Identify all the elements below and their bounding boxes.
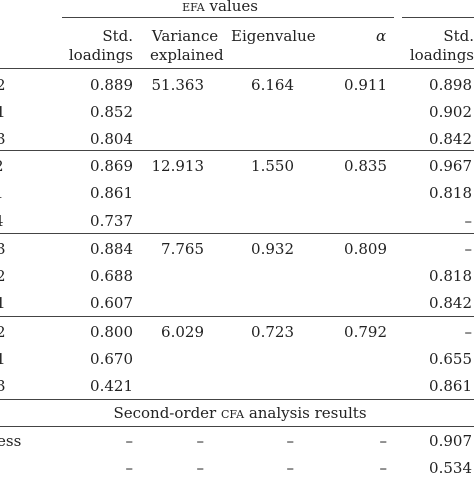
std-loading-cell: 0.884	[90, 240, 133, 258]
std-loading-cell: 0.852	[90, 103, 133, 121]
std-loading-cell: 0.869	[90, 157, 133, 175]
row-label: 2	[0, 157, 4, 175]
cfa-loading-cell: 0.967	[429, 157, 472, 175]
cfa-loading-cell: 0.898	[429, 76, 472, 94]
std-loading-cell: 0.800	[90, 323, 133, 341]
std-loading-cell: –	[125, 432, 134, 450]
alpha-cell: 0.792	[344, 323, 387, 341]
col-var-header-1: Variance	[151, 27, 219, 45]
row-label: 1	[0, 350, 6, 368]
cfa-loading-cell: 0.655	[429, 350, 472, 368]
row-label: 4	[0, 212, 4, 230]
alpha-cell: –	[379, 432, 388, 450]
col-var-header-2: explained	[150, 46, 224, 64]
row-label: 1	[0, 184, 4, 202]
group-separator	[0, 150, 474, 151]
col-alpha-header: α	[376, 27, 387, 45]
row-label: 3	[0, 130, 6, 148]
row-label: 2	[0, 323, 6, 341]
second-order-title-sc: cfa	[221, 404, 245, 422]
std-loading-cell: 0.804	[90, 130, 133, 148]
alpha-cell: 0.911	[344, 76, 387, 94]
efa-group-sc: efa	[182, 0, 205, 15]
cfa-loading-cell: –	[464, 212, 473, 230]
eigenvalue-cell: 0.932	[251, 240, 294, 258]
alpha-cell: 0.809	[344, 240, 387, 258]
row-label: 3	[0, 377, 6, 395]
efa-group-suffix: values	[204, 0, 258, 15]
std-loading-cell: 0.737	[90, 212, 133, 230]
second-order-title-suffix: analysis results	[244, 404, 367, 422]
cfa-loading-cell: –	[464, 323, 473, 341]
cfa-loading-cell: 0.534	[429, 459, 472, 477]
std-loading-cell: 0.688	[90, 267, 133, 285]
cfa-loading-cell: 0.818	[429, 184, 472, 202]
group-separator	[0, 399, 474, 400]
std-loading-cell: 0.670	[90, 350, 133, 368]
row-label: 3	[0, 240, 6, 258]
efa-group-header: efa values	[100, 0, 340, 15]
eigenvalue-cell: –	[286, 459, 295, 477]
cfa-loading-cell: 0.842	[429, 130, 472, 148]
col-std-header-2: loadings	[68, 46, 133, 64]
col-cfa-header-1: Std.	[443, 27, 474, 45]
eigenvalue-cell: 1.550	[251, 157, 294, 175]
std-loading-cell: 0.421	[90, 377, 133, 395]
eigenvalue-cell: 6.164	[251, 76, 294, 94]
alpha-cell: 0.835	[344, 157, 387, 175]
group-separator	[0, 233, 474, 234]
variance-cell: 12.913	[151, 157, 205, 175]
row-label: 1	[0, 103, 6, 121]
col-cfa-header-2: loadings	[409, 46, 474, 64]
cfa-loading-cell: 0.818	[429, 267, 472, 285]
col-std-header-1: Std.	[102, 27, 133, 45]
col-eigen-header: Eigenvalue	[231, 27, 316, 45]
second-order-rule	[0, 426, 474, 427]
variance-cell: –	[196, 459, 205, 477]
row-label: ess	[0, 432, 22, 450]
std-loading-cell: 0.861	[90, 184, 133, 202]
cfa-group-rule	[402, 17, 474, 18]
std-loading-cell: 0.607	[90, 294, 133, 312]
row-label: 1	[0, 294, 6, 312]
cfa-loading-cell: –	[464, 240, 473, 258]
eigenvalue-cell: –	[286, 432, 295, 450]
cfa-loading-cell: 0.902	[429, 103, 472, 121]
row-label: 2	[0, 267, 6, 285]
variance-cell: 51.363	[151, 76, 205, 94]
row-label: 2	[0, 76, 6, 94]
cfa-loading-cell: 0.907	[429, 432, 472, 450]
cfa-loading-cell: 0.861	[429, 377, 472, 395]
second-order-title-prefix: Second-order	[113, 404, 221, 422]
std-loading-cell: –	[125, 459, 134, 477]
group-separator	[0, 316, 474, 317]
std-loading-cell: 0.889	[90, 76, 133, 94]
header-bottom-rule	[0, 68, 474, 69]
cfa-loading-cell: 0.842	[429, 294, 472, 312]
second-order-title: Second-order cfa analysis results	[60, 404, 420, 422]
variance-cell: –	[196, 432, 205, 450]
alpha-cell: –	[379, 459, 388, 477]
variance-cell: 7.765	[161, 240, 204, 258]
eigenvalue-cell: 0.723	[251, 323, 294, 341]
efa-group-rule	[62, 17, 394, 18]
variance-cell: 6.029	[161, 323, 204, 341]
